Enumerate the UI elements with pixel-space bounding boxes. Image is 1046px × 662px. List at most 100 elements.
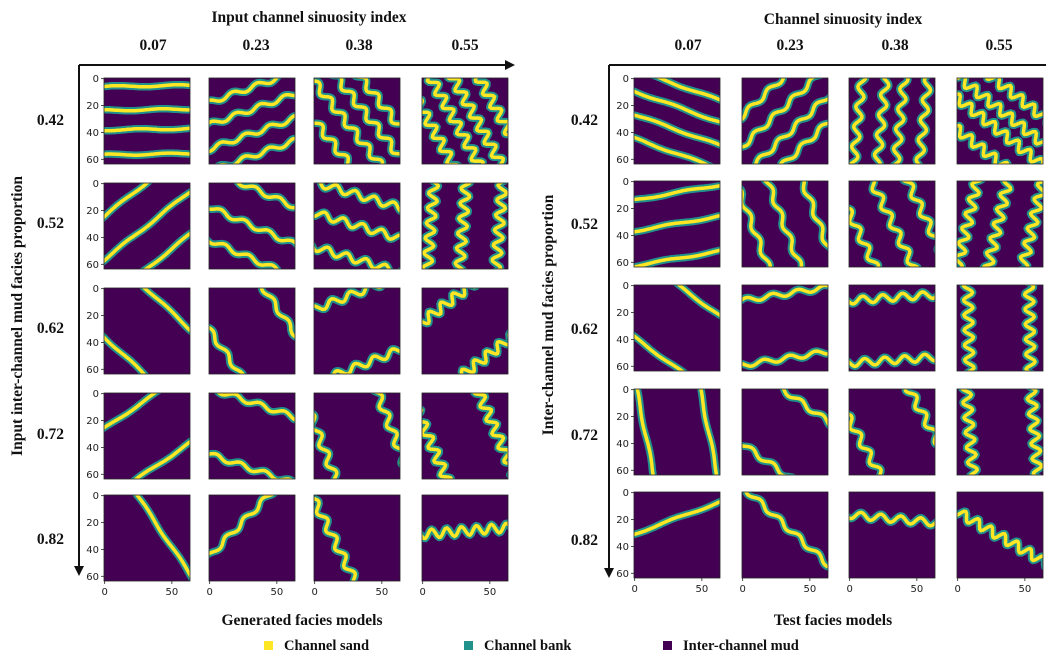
left-y-tick-label: 20 [86,311,99,322]
legend-label-inter-channel-mud: Inter-channel mud [683,638,799,654]
left-x-tick-label: 50 [165,587,178,598]
left-y-tick-label: 0 [93,74,99,85]
left-y-tick-label: 40 [86,338,99,349]
right-x-tick-label: 0 [739,584,745,595]
left-row-label-2: 0.52 [37,215,64,232]
right-col-label-4: 0.55 [985,37,1012,54]
right-y-tick-label: 20 [616,308,629,319]
left-side-arrow [74,65,84,576]
left-x-tick-label: 50 [483,587,496,598]
legend: Channel sand Channel bank Inter-channel … [264,638,799,654]
left-y-tick-label: 60 [86,572,99,583]
left-y-tick-label: 40 [86,128,99,139]
right-y-tick-label: 0 [623,177,629,188]
right-y-tick-label: 0 [623,74,629,85]
right-x-tick-label: 50 [1018,584,1031,595]
right-x-tick-label: 50 [695,584,708,595]
left-row-label-3: 0.62 [37,320,64,337]
left-facies-tile-r4-c4 [421,392,509,480]
right-y-tick-label: 60 [616,258,629,269]
right-y-tick-label: 40 [616,335,629,346]
right-y-tick-label: 20 [616,412,629,423]
left-y-tick-label: 60 [86,155,99,166]
left-facies-tile-r5-c4: 0 50 [419,494,509,598]
left-facies-tile-r3-c1: 0 20 40 60 [86,284,191,376]
right-side-title: Inter-channel mud facies proportion [540,194,557,435]
right-facies-tile-r2-c2 [741,180,829,268]
right-y-tick-label: 20 [616,204,629,215]
left-x-tick-label: 0 [206,587,212,598]
right-facies-tile-r3-c2 [741,284,829,372]
right-facies-tile-r1-c4 [956,77,1044,165]
left-x-tick-label: 0 [419,587,425,598]
left-col-label-2: 0.23 [242,37,269,54]
left-row-label-4: 0.72 [37,426,64,443]
left-col-label-1: 0.07 [139,37,166,54]
left-facies-tile-r3-c4 [421,287,509,375]
left-facies-tile-r2-c4 [421,182,509,270]
right-facies-tile-r1-c2 [741,77,829,165]
right-y-tick-label: 20 [616,101,629,112]
left-y-tick-label: 20 [86,416,99,427]
right-y-tick-label: 60 [616,362,629,373]
left-top-title: Input channel sinuosity index [211,9,406,26]
left-bottom-title: Generated facies models [222,612,383,629]
right-facies-tile-r2-c1: 0 20 40 60 [616,177,721,269]
right-y-tick-label: 40 [616,542,629,553]
left-y-tick-label: 0 [93,389,99,400]
left-col-label-4: 0.55 [451,37,478,54]
right-facies-tile-r2-c3 [848,180,936,268]
right-row-label-1: 0.42 [571,112,598,129]
right-y-tick-label: 60 [616,569,629,580]
right-y-tick-label: 40 [616,231,629,242]
right-facies-tile-r4-c4 [956,388,1044,476]
right-row-label-5: 0.82 [571,532,598,549]
left-facies-tile-r3-c3 [313,287,401,375]
left-y-tick-label: 20 [86,518,99,529]
left-facies-tile-r2-c2 [208,182,296,270]
right-y-tick-label: 60 [616,466,629,477]
right-x-tick-label: 50 [803,584,816,595]
legend-label-channel-bank: Channel bank [484,638,572,654]
left-x-tick-label: 50 [375,587,388,598]
right-facies-tile-r2-c4 [956,180,1044,268]
right-facies-tile-r1-c3 [848,77,936,165]
right-row-label-3: 0.62 [571,321,598,338]
left-panel: Input channel sinuosity index 0.07 0.23 … [9,9,515,629]
left-facies-tile-r4-c2 [208,392,296,480]
left-row-label-5: 0.82 [37,531,64,548]
left-y-tick-label: 20 [86,101,99,112]
left-facies-tile-r4-c1: 0 20 40 60 [86,389,191,481]
left-facies-tile-r1-c3 [313,77,401,165]
left-col-label-3: 0.38 [345,37,372,54]
left-row-label-1: 0.42 [37,112,64,129]
left-x-tick-label: 0 [101,587,107,598]
left-x-tick-label: 0 [311,587,317,598]
right-row-label-4: 0.72 [571,427,598,444]
right-facies-tile-r3-c4 [956,284,1044,372]
legend-label-channel-sand: Channel sand [284,638,369,654]
left-facies-tile-r1-c1: 0 20 40 60 [86,74,191,166]
left-facies-tile-r1-c4 [421,77,509,165]
left-facies-tile-r5-c3: 0 50 [311,494,401,598]
left-y-tick-label: 40 [86,443,99,454]
right-y-tick-label: 0 [623,385,629,396]
left-facies-tile-r3-c2 [208,287,296,375]
left-y-tick-label: 40 [86,545,99,556]
left-facies-tile-r1-c2 [208,77,296,165]
right-x-tick-label: 50 [910,584,923,595]
left-y-tick-label: 40 [86,233,99,244]
right-y-tick-label: 40 [616,439,629,450]
left-x-tick-label: 50 [270,587,283,598]
right-facies-tile-r5-c3: 0 50 [846,491,936,595]
right-col-label-3: 0.38 [881,37,908,54]
channel-bank-swatch [464,641,473,650]
right-facies-tile-r4-c1: 0 20 40 60 [616,385,721,477]
right-top-title: Channel sinuosity index [764,11,923,28]
left-y-tick-label: 60 [86,260,99,271]
channel-sand-swatch [264,641,273,650]
left-y-tick-label: 0 [93,284,99,295]
right-y-tick-label: 0 [623,488,629,499]
